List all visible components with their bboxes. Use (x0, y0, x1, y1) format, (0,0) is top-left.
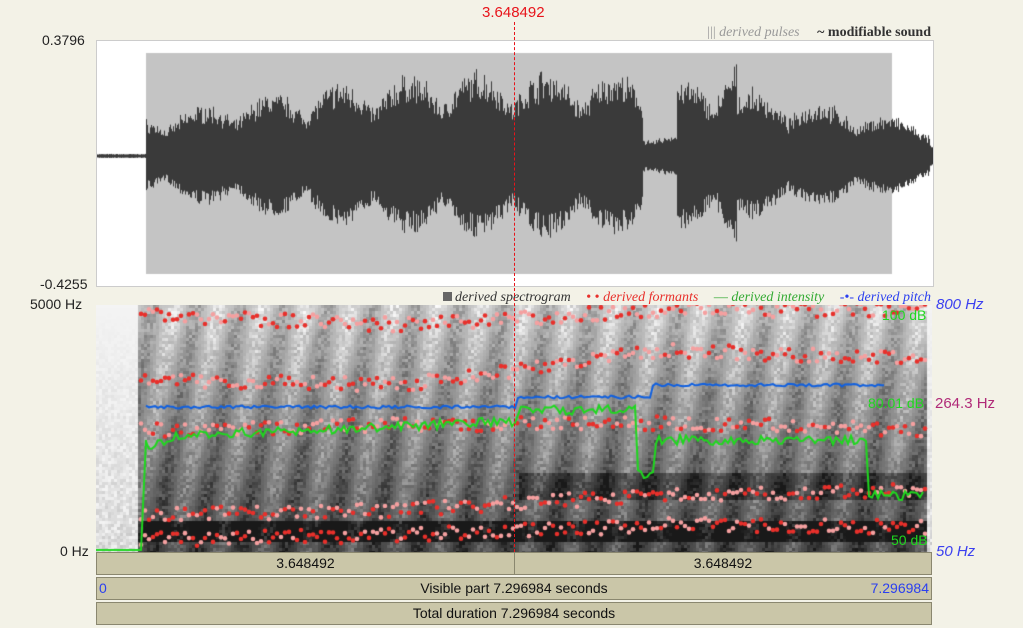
visible-start-label: 0 (99, 580, 107, 596)
sound-icon: ~ (817, 25, 825, 40)
pitch-legend-label: derived pitch (857, 290, 931, 305)
formants-legend-label: derived formants (603, 290, 699, 305)
pitch-top-label: 800 Hz (936, 296, 984, 313)
intensity-legend-label: derived intensity (731, 290, 825, 305)
total-duration-button[interactable]: Total duration 7.296984 seconds (96, 602, 932, 625)
segment-left-button[interactable]: 3.648492 (96, 552, 515, 575)
intensity-top-label: 100 dB (882, 307, 927, 323)
intensity-legend-icon: — (713, 290, 728, 305)
visible-part-label: Visible part 7.296984 seconds (420, 580, 608, 596)
spectrogram-bottom-label: 0 Hz (60, 543, 89, 559)
formants-legend-icon: • • (586, 290, 600, 305)
pitch-bottom-label: 50 Hz (936, 543, 976, 560)
waveform-panel[interactable] (96, 40, 934, 287)
cursor-time-label: 3.648492 (482, 4, 545, 21)
visible-part-button[interactable]: 0 Visible part 7.296984 seconds 7.296984 (96, 577, 932, 600)
intensity-cursor-label: 80.01 dB (868, 395, 925, 411)
spectrogram-legend-icon (442, 292, 452, 301)
sound-legend: modifiable sound (827, 25, 931, 40)
spectrogram-legend-label: derived spectrogram (455, 290, 571, 305)
pulses-icon: ||| (707, 25, 716, 40)
pulses-legend: derived pulses (719, 25, 800, 40)
intensity-bottom-label: 50 dB (891, 532, 928, 548)
waveform-min-label: -0.4255 (40, 276, 88, 292)
visible-end-label: 7.296984 (870, 580, 929, 596)
spectrogram-legend: derived spectrogram • • derived formants… (442, 290, 931, 306)
cursor-line[interactable] (514, 22, 515, 552)
waveform-legend: ||| derived pulses ~ modifiable sound (707, 25, 931, 41)
pitch-legend-icon: -•- (839, 290, 855, 305)
spectrogram-top-label: 5000 Hz (30, 296, 83, 312)
waveform-max-label: 0.3796 (42, 32, 85, 48)
pitch-cursor-label: 264.3 Hz (935, 395, 996, 412)
waveform-canvas[interactable] (97, 41, 933, 286)
segment-right-button[interactable]: 3.648492 (514, 552, 932, 575)
